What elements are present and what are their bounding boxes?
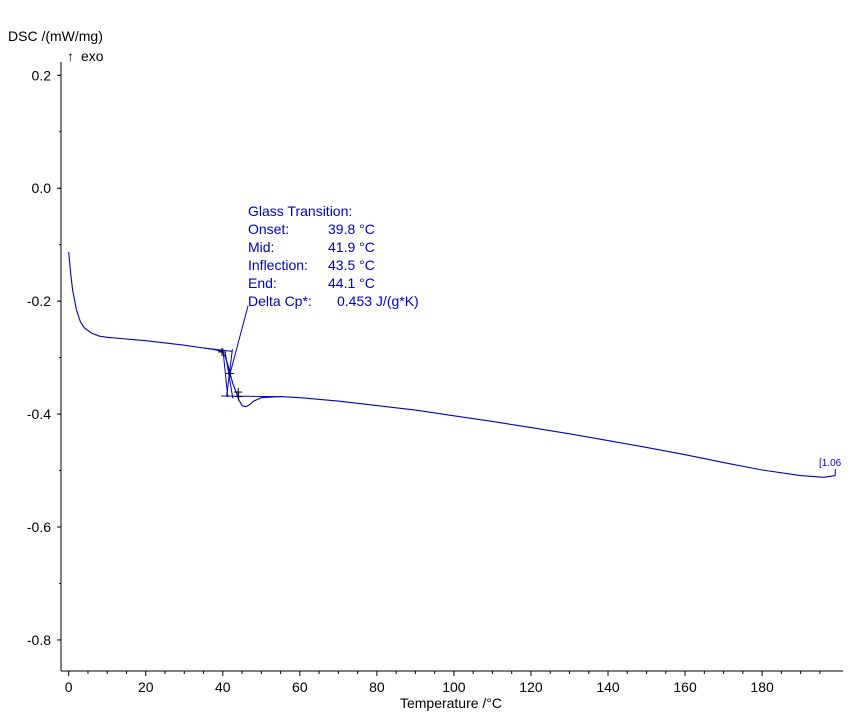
glass-transition-annotation: Glass Transition: Onset: 39.8 °C Mid: 41.9 … — [248, 203, 419, 309]
end-value-tag: [1.06 — [819, 458, 842, 469]
x-ticks: 0 20 40 60 80 100 120 140 160 180 — [65, 671, 821, 695]
glass-transition-markers — [218, 347, 243, 401]
series-line — [68, 251, 836, 478]
annotation-row-value: 39.8 °C — [328, 221, 375, 237]
y-axis-label: DSC /(mW/mg) — [8, 28, 103, 44]
annotation-row-value: 0.453 J/(g*K) — [337, 293, 419, 309]
tangent-curve-a — [222, 348, 229, 398]
x-tick-label: 140 — [596, 679, 620, 695]
annotation-leader-line — [229, 305, 249, 374]
y-tick-label: 0.2 — [32, 67, 52, 83]
annotation-title: Glass Transition: — [248, 203, 352, 219]
y-tick-label: -0.4 — [27, 406, 51, 422]
annotation-row-label: Delta Cp*: — [248, 293, 312, 309]
y-tick-label: -0.8 — [27, 632, 51, 648]
baseline-after-tangent — [221, 395, 281, 398]
x-tick-label: 100 — [442, 679, 466, 695]
exo-label: exo — [81, 48, 104, 64]
annotation-row-label: Onset: — [248, 221, 289, 237]
annotation-row-label: End: — [248, 275, 277, 291]
annotation-row-value: 43.5 °C — [328, 257, 375, 273]
x-tick-label: 160 — [673, 679, 697, 695]
annotation-row-value: 44.1 °C — [328, 275, 375, 291]
axes — [60, 62, 843, 672]
annotation-row-value: 41.9 °C — [328, 239, 375, 255]
y-tick-label: -0.2 — [27, 293, 51, 309]
x-tick-label: 0 — [65, 679, 73, 695]
annotation-row-label: Mid: — [248, 239, 274, 255]
y-tick-label: -0.6 — [27, 519, 51, 535]
x-tick-label: 20 — [138, 679, 154, 695]
x-tick-label: 80 — [369, 679, 385, 695]
x-tick-label: 40 — [215, 679, 231, 695]
x-tick-label: 60 — [292, 679, 308, 695]
x-tick-label: 180 — [750, 679, 774, 695]
y-tick-label: 0.0 — [32, 180, 52, 196]
exo-arrow-icon: ↑ — [67, 48, 74, 64]
x-axis-label: Temperature /°C — [400, 695, 502, 711]
tangent-construction — [203, 347, 281, 399]
x-tick-label: 120 — [519, 679, 543, 695]
annotation-row-label: Inflection: — [248, 257, 308, 273]
y-ticks: 0.2 0.0 -0.2 -0.4 -0.6 -0.8 — [27, 67, 61, 648]
